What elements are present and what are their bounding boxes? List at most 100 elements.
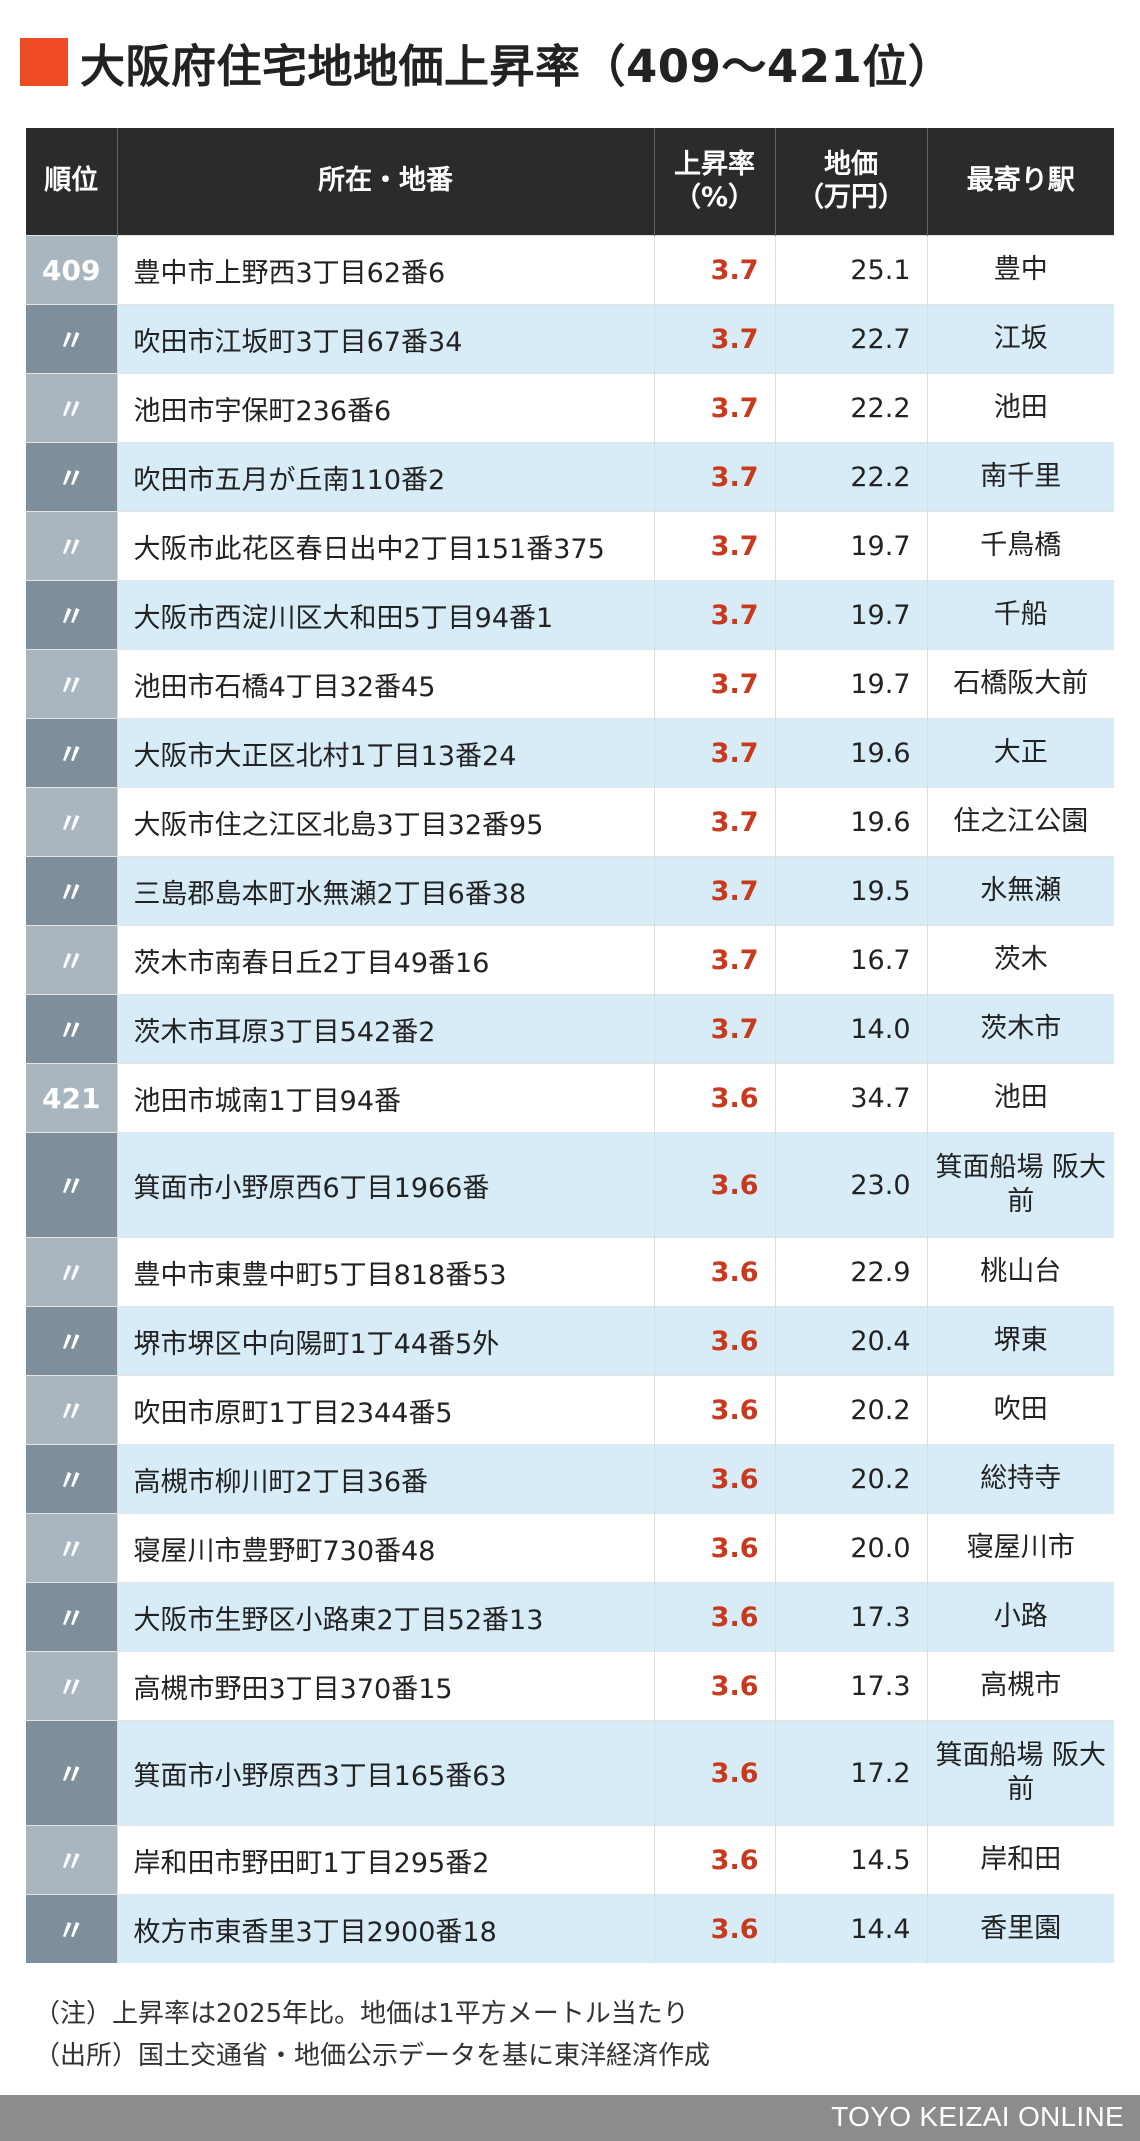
location-cell: 豊中市東豊中町5丁目818番53 bbox=[116, 1237, 654, 1307]
table-body: 409 豊中市上野西3丁目62番6 3.7 25.1 豊中〃吹田市江坂町3丁目67番34… bbox=[26, 235, 1114, 1963]
location-cell: 三島郡島本町水無瀬2丁目6番38 bbox=[116, 856, 654, 926]
rank-cell: 〃 bbox=[26, 1444, 117, 1514]
price-cell: 22.9 bbox=[774, 1237, 927, 1307]
rate-cell: 3.7 bbox=[653, 235, 775, 305]
table-row: 〃堺市堺区中向陽町1丁44番5外 3.6 20.4 堺東 bbox=[26, 1306, 1114, 1376]
station-cell: 豊中 bbox=[926, 235, 1114, 305]
rate-cell: 3.7 bbox=[653, 304, 775, 374]
price-cell: 19.7 bbox=[774, 649, 927, 719]
table-row: 〃枚方市東香里3丁目2900番18 3.6 14.4 香里園 bbox=[26, 1894, 1114, 1963]
location-cell: 堺市堺区中向陽町1丁44番5外 bbox=[116, 1306, 654, 1376]
header-location: 所在・地番 bbox=[116, 128, 654, 236]
location-cell: 高槻市野田3丁目370番15 bbox=[116, 1651, 654, 1721]
price-cell: 20.0 bbox=[774, 1513, 927, 1583]
table-row: 〃茨木市南春日丘2丁目49番16 3.7 16.7 茨木 bbox=[26, 925, 1114, 995]
rank-cell: 〃 bbox=[26, 511, 117, 581]
price-cell: 20.2 bbox=[774, 1444, 927, 1514]
footer-bar: TOYO KEIZAI ONLINE bbox=[0, 2095, 1140, 2141]
table-row: 〃吹田市五月が丘南110番2 3.7 22.2 南千里 bbox=[26, 442, 1114, 512]
rate-cell: 3.6 bbox=[653, 1825, 775, 1895]
rate-cell: 3.7 bbox=[653, 373, 775, 443]
rank-cell: 〃 bbox=[26, 373, 117, 443]
station-cell: 茨木市 bbox=[926, 994, 1114, 1064]
rate-cell: 3.6 bbox=[653, 1375, 775, 1445]
table-row: 〃箕面市小野原西6丁目1966番 3.6 23.0 箕面船場 阪大前 bbox=[26, 1132, 1114, 1238]
station-cell: 桃山台 bbox=[926, 1237, 1114, 1307]
note-line: （注）上昇率は2025年比。地価は1平方メートル当たり bbox=[34, 1999, 689, 2029]
table-row: 〃大阪市此花区春日出中2丁目151番375 3.7 19.7 千鳥橋 bbox=[26, 511, 1114, 581]
location-cell: 大阪市生野区小路東2丁目52番13 bbox=[116, 1582, 654, 1652]
footer-brand: TOYO KEIZAI ONLINE bbox=[831, 2101, 1124, 2132]
page-title: 大阪府住宅地地価上昇率（409〜421位） bbox=[80, 39, 954, 93]
rank-cell: 409 bbox=[26, 235, 117, 305]
source-line: （出所）国土交通省・地価公示データを基に東洋経済作成 bbox=[34, 2041, 711, 2071]
station-cell: 千鳥橋 bbox=[926, 511, 1114, 581]
header-rate: 上昇率 （%） bbox=[653, 128, 775, 236]
location-cell: 池田市石橋4丁目32番45 bbox=[116, 649, 654, 719]
price-cell: 20.2 bbox=[774, 1375, 927, 1445]
price-cell: 19.7 bbox=[774, 511, 927, 581]
rate-cell: 3.6 bbox=[653, 1582, 775, 1652]
rate-cell: 3.7 bbox=[653, 442, 775, 512]
rank-cell: 〃 bbox=[26, 787, 117, 857]
station-cell: 箕面船場 阪大前 bbox=[926, 1132, 1114, 1238]
location-cell: 枚方市東香里3丁目2900番18 bbox=[116, 1894, 654, 1963]
price-cell: 22.2 bbox=[774, 373, 927, 443]
rank-cell: 〃 bbox=[26, 304, 117, 374]
station-cell: 池田 bbox=[926, 373, 1114, 443]
table-row: 〃箕面市小野原西3丁目165番63 3.6 17.2 箕面船場 阪大前 bbox=[26, 1720, 1114, 1826]
rank-cell: 〃 bbox=[26, 925, 117, 995]
price-cell: 34.7 bbox=[774, 1063, 927, 1133]
table-row: 〃大阪市生野区小路東2丁目52番13 3.6 17.3 小路 bbox=[26, 1582, 1114, 1652]
station-cell: 小路 bbox=[926, 1582, 1114, 1652]
table-row: 〃高槻市柳川町2丁目36番 3.6 20.2 総持寺 bbox=[26, 1444, 1114, 1514]
station-cell: 住之江公園 bbox=[926, 787, 1114, 857]
rate-cell: 3.6 bbox=[653, 1063, 775, 1133]
station-cell: 南千里 bbox=[926, 442, 1114, 512]
table-header-row: 順位 所在・地番 上昇率 （%） 地価 （万円） 最寄り駅 bbox=[26, 128, 1114, 236]
location-cell: 吹田市原町1丁目2344番5 bbox=[116, 1375, 654, 1445]
station-cell: 大正 bbox=[926, 718, 1114, 788]
station-cell: 寝屋川市 bbox=[926, 1513, 1114, 1583]
title-accent-square bbox=[20, 38, 68, 86]
price-cell: 14.0 bbox=[774, 994, 927, 1064]
location-cell: 吹田市江坂町3丁目67番34 bbox=[116, 304, 654, 374]
station-cell: 高槻市 bbox=[926, 1651, 1114, 1721]
rank-cell: 〃 bbox=[26, 1651, 117, 1721]
station-cell: 吹田 bbox=[926, 1375, 1114, 1445]
table-row: 〃大阪市大正区北村1丁目13番24 3.7 19.6 大正 bbox=[26, 718, 1114, 788]
rate-cell: 3.6 bbox=[653, 1306, 775, 1376]
price-cell: 19.6 bbox=[774, 787, 927, 857]
location-cell: 寝屋川市豊野町730番48 bbox=[116, 1513, 654, 1583]
rate-cell: 3.6 bbox=[653, 1651, 775, 1721]
rank-cell: 〃 bbox=[26, 994, 117, 1064]
rate-cell: 3.6 bbox=[653, 1132, 775, 1238]
station-cell: 香里園 bbox=[926, 1894, 1114, 1963]
location-cell: 池田市城南1丁目94番 bbox=[116, 1063, 654, 1133]
rank-cell: 〃 bbox=[26, 1375, 117, 1445]
price-cell: 17.3 bbox=[774, 1582, 927, 1652]
location-cell: 大阪市西淀川区大和田5丁目94番1 bbox=[116, 580, 654, 650]
rate-cell: 3.6 bbox=[653, 1720, 775, 1826]
station-cell: 岸和田 bbox=[926, 1825, 1114, 1895]
table-row: 〃茨木市耳原3丁目542番2 3.7 14.0 茨木市 bbox=[26, 994, 1114, 1064]
table-row: 〃池田市石橋4丁目32番45 3.7 19.7 石橋阪大前 bbox=[26, 649, 1114, 719]
station-cell: 堺東 bbox=[926, 1306, 1114, 1376]
price-cell: 19.6 bbox=[774, 718, 927, 788]
price-cell: 14.4 bbox=[774, 1894, 927, 1963]
table-row: 〃池田市宇保町236番6 3.7 22.2 池田 bbox=[26, 373, 1114, 443]
header-rank: 順位 bbox=[26, 128, 117, 236]
rank-cell: 〃 bbox=[26, 1720, 117, 1826]
rate-cell: 3.6 bbox=[653, 1237, 775, 1307]
rank-cell: 〃 bbox=[26, 580, 117, 650]
title-bar: 大阪府住宅地地価上昇率（409〜421位） bbox=[20, 30, 953, 94]
rate-cell: 3.7 bbox=[653, 580, 775, 650]
table-row: 〃大阪市西淀川区大和田5丁目94番1 3.7 19.7 千船 bbox=[26, 580, 1114, 650]
location-cell: 大阪市住之江区北島3丁目32番95 bbox=[116, 787, 654, 857]
rank-cell: 〃 bbox=[26, 856, 117, 926]
table-row: 〃三島郡島本町水無瀬2丁目6番38 3.7 19.5 水無瀬 bbox=[26, 856, 1114, 926]
location-cell: 大阪市大正区北村1丁目13番24 bbox=[116, 718, 654, 788]
price-cell: 17.2 bbox=[774, 1720, 927, 1826]
table-row: 〃吹田市原町1丁目2344番5 3.6 20.2 吹田 bbox=[26, 1375, 1114, 1445]
location-cell: 吹田市五月が丘南110番2 bbox=[116, 442, 654, 512]
